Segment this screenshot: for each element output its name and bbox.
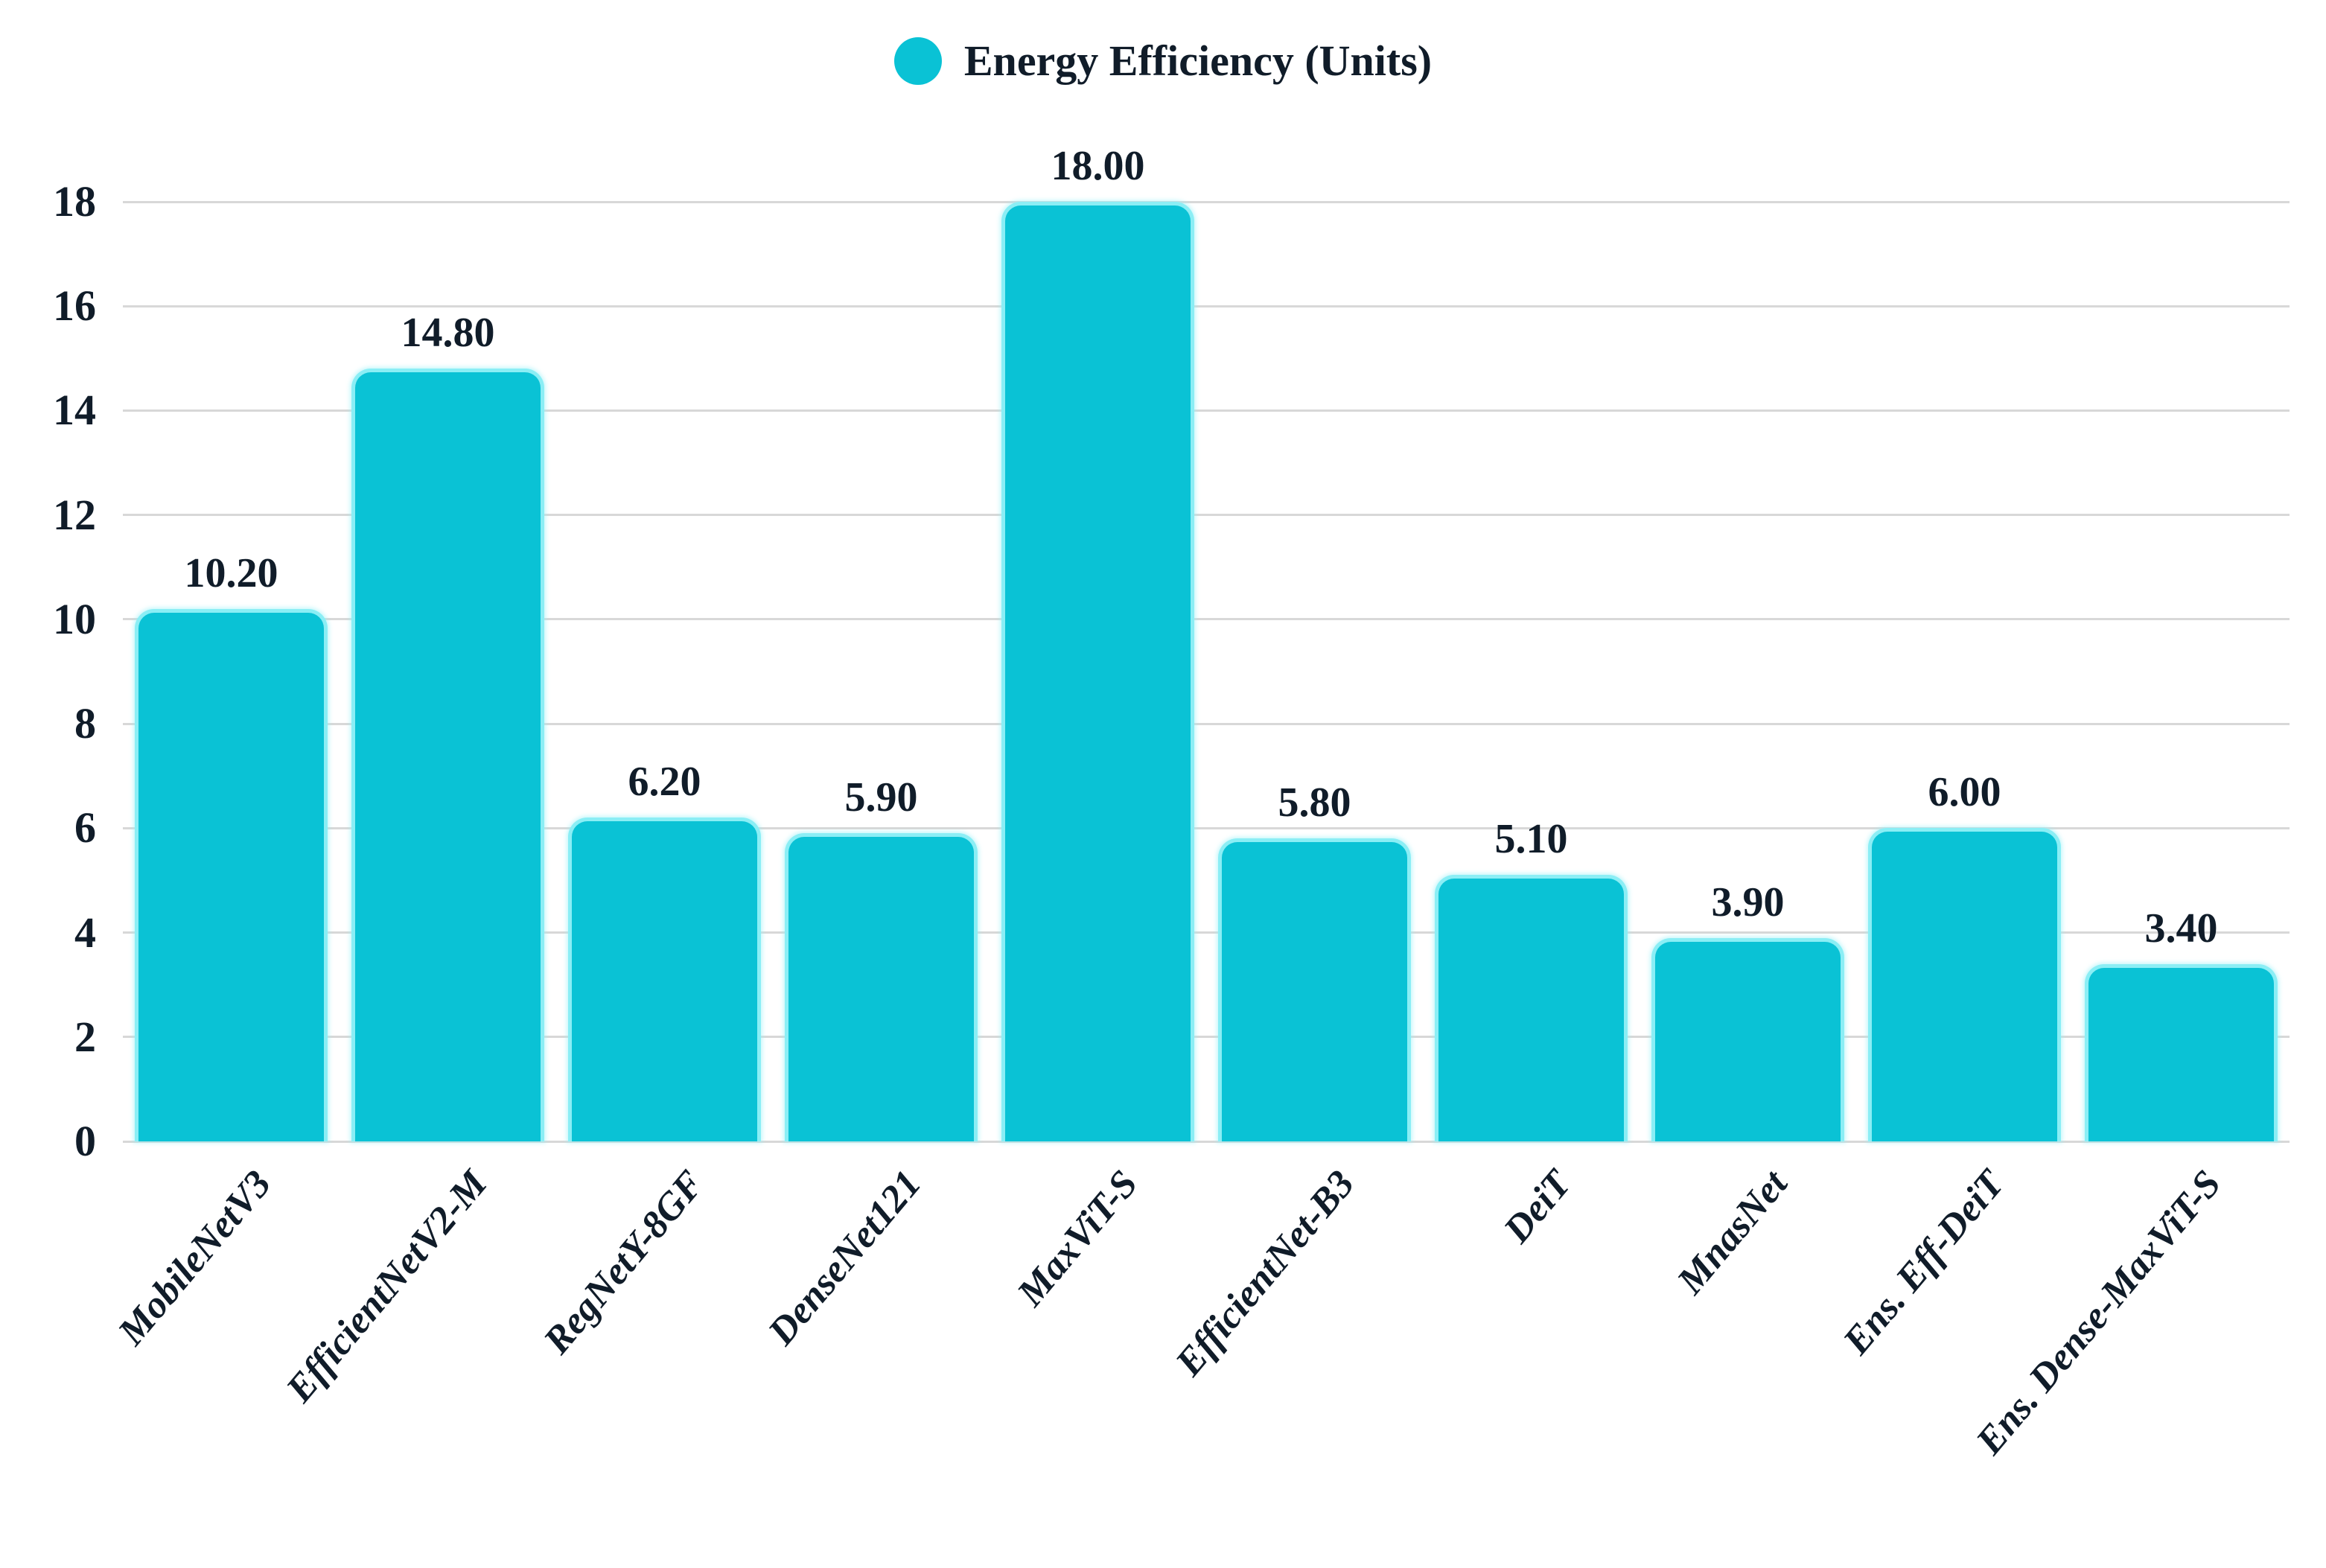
- gridline: [123, 826, 2290, 829]
- bar-DeiT: [1434, 875, 1628, 1141]
- bar-MnasNet: [1651, 937, 1845, 1141]
- gridline: [123, 305, 2290, 307]
- legend-label: Energy Efficiency (Units): [963, 36, 1433, 85]
- plot-area: 0 2 4 6 8 10 12 14 16 18 10.20 14.80 6.20 5.90 18.00 5…: [53, 143, 2290, 1462]
- x-category-label: DenseNet121: [759, 1162, 929, 1354]
- y-tick-label: 4: [74, 908, 96, 957]
- y-tick-label: 6: [74, 803, 96, 852]
- gridline: [123, 1140, 2290, 1143]
- y-tick-label: 0: [74, 1117, 96, 1165]
- bar-EfficientNetV2-M: [351, 369, 545, 1141]
- gridline: [123, 722, 2290, 725]
- bar-value-label: 5.10: [1494, 816, 1568, 863]
- gridline: [123, 200, 2290, 203]
- bar-RegNetY-8GF: [567, 818, 762, 1141]
- x-category-label: MaxViT-S: [1009, 1162, 1146, 1315]
- bar-value-label: 6.00: [1928, 769, 2001, 816]
- bar-value-label: 14.80: [401, 310, 495, 357]
- y-tick-label: 2: [74, 1012, 96, 1061]
- x-category-label: MnasNet: [1669, 1162, 1796, 1302]
- x-category-label: MobileNetV3: [109, 1162, 279, 1354]
- gridline: [123, 618, 2290, 621]
- bar-Ens. Dense-MaxViT-S: [2084, 963, 2278, 1141]
- x-category-label: DeiT: [1495, 1162, 1579, 1252]
- bar-EfficientNet-B3: [1217, 838, 1412, 1141]
- x-category-label: EfficientNetV2-M: [278, 1162, 496, 1411]
- y-tick-label: 18: [53, 177, 96, 226]
- y-tick-label: 8: [74, 699, 96, 748]
- bar-value-label: 6.20: [628, 759, 701, 806]
- bar-DenseNet121: [784, 833, 978, 1141]
- y-tick-label: 14: [53, 386, 96, 435]
- bar-value-label: 18.00: [1051, 143, 1145, 189]
- x-category-label: Ens. Dense-MaxViT-S: [1968, 1162, 2229, 1463]
- gridline: [123, 1036, 2290, 1039]
- y-tick-label: 12: [53, 490, 96, 539]
- x-category-label: EfficientNet-B3: [1167, 1162, 1363, 1384]
- y-tick-label: 10: [53, 594, 96, 643]
- bar-value-label: 10.20: [184, 549, 278, 596]
- y-tick-label: 16: [53, 281, 96, 331]
- bar-MobileNetV3: [134, 608, 328, 1141]
- bar-value-label: 5.90: [844, 774, 918, 821]
- legend: Energy Efficiency (Units): [0, 36, 2326, 86]
- gridline: [123, 931, 2290, 934]
- legend-marker-circle-icon: [893, 36, 942, 85]
- bar-value-label: 3.90: [1711, 879, 1785, 925]
- gridline: [123, 409, 2290, 412]
- x-category-label: RegNetY-8GF: [535, 1162, 713, 1363]
- bar-value-label: 3.40: [2144, 905, 2218, 952]
- bar-Ens. Eff-DeiT: [1867, 828, 2062, 1141]
- bar-value-label: 5.80: [1278, 780, 1351, 826]
- bar-MaxViT-S: [1001, 202, 1195, 1141]
- x-category-label: Ens. Eff-DeiT: [1835, 1162, 2013, 1363]
- gridline: [123, 514, 2290, 517]
